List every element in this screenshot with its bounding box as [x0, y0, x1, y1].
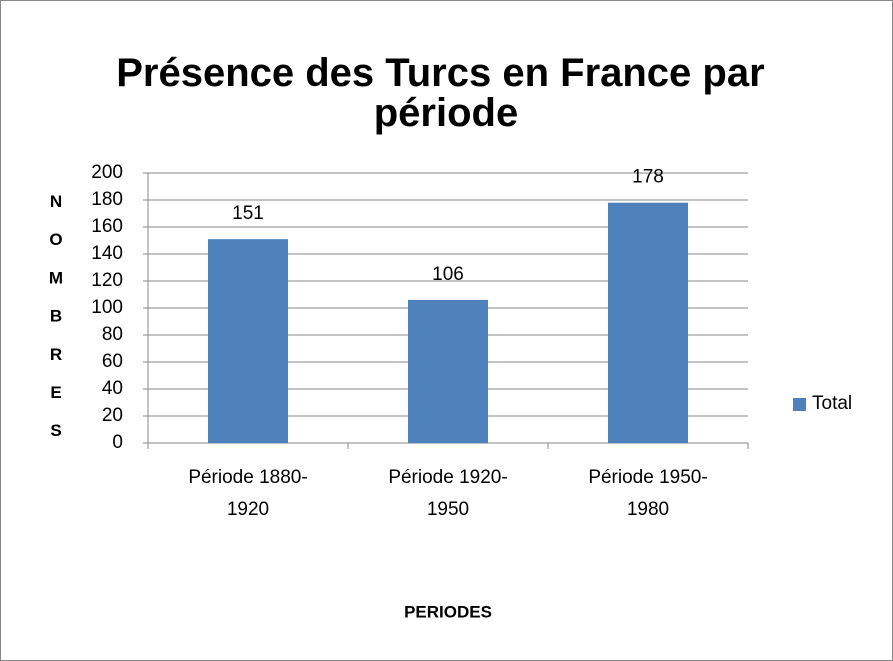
- y-tick-label: 160: [91, 216, 123, 237]
- data-label: 151: [232, 203, 264, 224]
- y-tick-label: 100: [91, 297, 123, 318]
- y-tick-label: 20: [102, 405, 123, 426]
- y-tick-label: 180: [91, 189, 123, 210]
- bar: [608, 202, 688, 443]
- legend-swatch: [793, 398, 806, 411]
- x-tick-label: Période 1880-1920: [188, 467, 307, 520]
- y-tick-label: 60: [102, 351, 123, 372]
- chart-title: Présence des Turcs en France par période: [116, 51, 776, 135]
- data-label: 178: [632, 167, 664, 188]
- bar: [408, 299, 488, 443]
- legend-label: Total: [812, 393, 852, 414]
- y-tick-label: 200: [91, 162, 123, 183]
- y-tick-label: 80: [102, 324, 123, 345]
- y-tick-label: 140: [91, 243, 123, 264]
- bar: [208, 239, 288, 443]
- y-tick-label: 40: [102, 378, 123, 399]
- y-tick-label: 120: [91, 270, 123, 291]
- x-tick-label: Période 1950-1980: [588, 467, 707, 520]
- x-tick-label: Période 1920-1950: [388, 467, 507, 520]
- y-tick-label: 0: [112, 432, 123, 453]
- data-label: 106: [432, 264, 464, 285]
- x-axis-label: PERIODES: [404, 602, 492, 621]
